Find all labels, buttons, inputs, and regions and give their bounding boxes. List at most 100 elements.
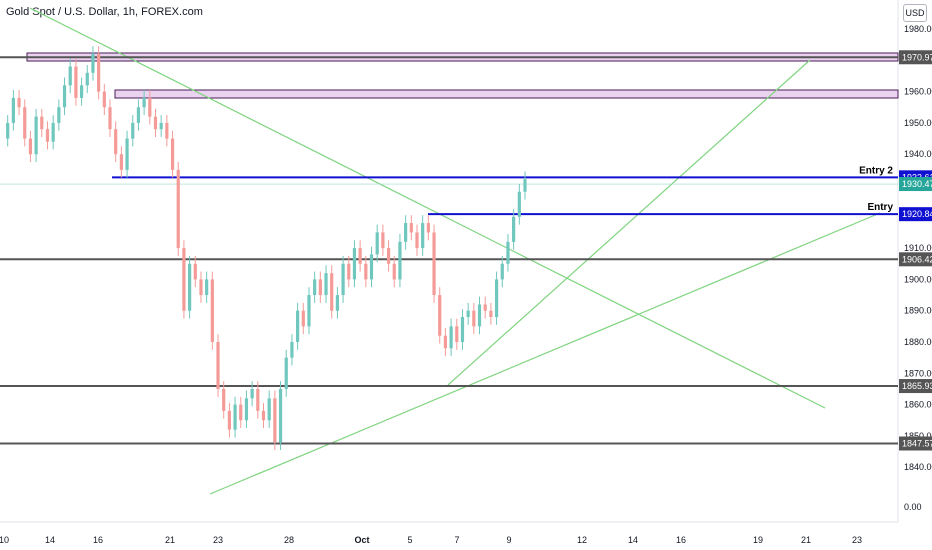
candle-body bbox=[369, 254, 374, 280]
symbol-title: Gold Spot / U.S. Dollar, 1h, FOREX.com bbox=[6, 6, 203, 18]
candle-body bbox=[477, 304, 482, 327]
candle-body bbox=[34, 116, 38, 155]
price-tick-label: 1950.00 bbox=[904, 118, 932, 128]
candle-body bbox=[199, 279, 203, 296]
candle-body bbox=[125, 138, 129, 170]
price-tick-label: 1890.00 bbox=[904, 306, 932, 316]
price-tick-label: 1880.00 bbox=[904, 337, 932, 347]
candle-body bbox=[102, 91, 106, 108]
candle-body bbox=[330, 273, 334, 311]
candle-body bbox=[426, 223, 430, 233]
entry-label: Entry 2 bbox=[859, 165, 893, 176]
price-tick-label: 1850.00 bbox=[904, 431, 932, 441]
candle-body bbox=[148, 97, 152, 117]
price-tag bbox=[899, 207, 932, 222]
price-tick-label: 0.00 bbox=[904, 502, 922, 512]
price-tick-label: 1980.00 bbox=[904, 24, 932, 34]
candle-body bbox=[17, 97, 21, 108]
candle-body bbox=[11, 97, 15, 123]
candle-body bbox=[438, 295, 442, 336]
candle-body bbox=[364, 263, 368, 280]
candle-body bbox=[142, 97, 146, 108]
candle-body bbox=[404, 223, 408, 242]
candle-body bbox=[489, 310, 493, 317]
price-tick-label: 1860.00 bbox=[904, 400, 932, 410]
candle-body bbox=[45, 129, 50, 142]
candle-body bbox=[165, 122, 169, 139]
candles-layer bbox=[6, 46, 527, 450]
candle-body bbox=[512, 216, 516, 242]
price-tag bbox=[899, 177, 932, 192]
candle-body bbox=[74, 66, 78, 98]
time-tick-label: 19 bbox=[753, 535, 763, 545]
candle-body bbox=[432, 232, 436, 296]
price-levels-layer: Entry 2 Entry bbox=[0, 56, 898, 445]
candle-body bbox=[79, 85, 84, 98]
trendline-ascending-long[interactable] bbox=[209, 212, 881, 495]
candle-body bbox=[358, 248, 362, 264]
candle-body bbox=[460, 316, 465, 342]
candle-body bbox=[193, 263, 197, 280]
price-tag bbox=[899, 50, 932, 65]
candle-body bbox=[483, 304, 487, 311]
trendline-ascending-steep[interactable] bbox=[447, 59, 811, 386]
candle-body bbox=[267, 398, 271, 421]
time-tick-label: 9 bbox=[506, 535, 511, 545]
candle-body bbox=[421, 223, 425, 249]
candle-body bbox=[205, 279, 209, 296]
candle-body bbox=[500, 263, 504, 280]
candle-body bbox=[187, 263, 192, 311]
time-axis[interactable]: 10 14 16 21 23 28 Oct 5 7 9 12 14 16 19 21 23 bbox=[0, 535, 862, 545]
time-tick-label: 5 bbox=[407, 535, 412, 545]
trendline-descending[interactable] bbox=[29, 7, 826, 409]
time-tick-label: 21 bbox=[801, 535, 811, 545]
candle-body bbox=[443, 335, 448, 349]
candle-body bbox=[182, 248, 186, 311]
candle-body bbox=[136, 107, 141, 123]
candle-body bbox=[466, 310, 470, 317]
candle-body bbox=[409, 223, 413, 233]
candle-body bbox=[176, 169, 180, 249]
candle-body bbox=[290, 342, 294, 358]
candle-body bbox=[381, 232, 385, 249]
candle-body bbox=[318, 279, 322, 296]
price-tick-label: 1960.00 bbox=[904, 87, 932, 97]
price-tag-label: 1906.42 bbox=[902, 254, 932, 264]
candle-body bbox=[375, 232, 379, 255]
price-tag-label: 1930.47 bbox=[902, 179, 932, 189]
candle-body bbox=[28, 138, 33, 155]
candle-body bbox=[114, 129, 118, 155]
candle-body bbox=[239, 404, 243, 421]
candle-body bbox=[341, 263, 345, 296]
time-tick-label: 14 bbox=[45, 535, 55, 545]
candle-body bbox=[97, 54, 101, 92]
candle-body bbox=[62, 85, 67, 108]
candle-body bbox=[506, 241, 510, 264]
candle-body bbox=[108, 107, 112, 130]
candle-body bbox=[455, 326, 459, 342]
price-tag bbox=[899, 252, 932, 267]
candle-body bbox=[386, 248, 391, 264]
candle-body bbox=[352, 248, 357, 280]
candle-body bbox=[233, 404, 237, 430]
time-tick-label: Oct bbox=[354, 535, 369, 545]
candle-body bbox=[296, 310, 300, 342]
time-tick-label: 23 bbox=[852, 535, 862, 545]
candle-body bbox=[216, 342, 220, 389]
candle-body bbox=[347, 263, 351, 280]
candle-body bbox=[494, 279, 499, 317]
candle-body bbox=[227, 410, 231, 430]
candle-body bbox=[284, 357, 288, 389]
candle-body bbox=[313, 279, 317, 296]
resistance-zone-lower[interactable] bbox=[114, 89, 899, 99]
candle-body bbox=[278, 388, 283, 443]
candle-body bbox=[222, 388, 226, 411]
price-tag-label: 1847.57 bbox=[902, 439, 932, 449]
time-tick-label: 10 bbox=[0, 535, 9, 545]
candle-body bbox=[273, 398, 277, 443]
candle-body bbox=[159, 122, 163, 130]
candle-body bbox=[68, 66, 72, 86]
price-tag-label: 1970.97 bbox=[902, 52, 932, 62]
currency-button[interactable]: USD bbox=[903, 4, 927, 22]
